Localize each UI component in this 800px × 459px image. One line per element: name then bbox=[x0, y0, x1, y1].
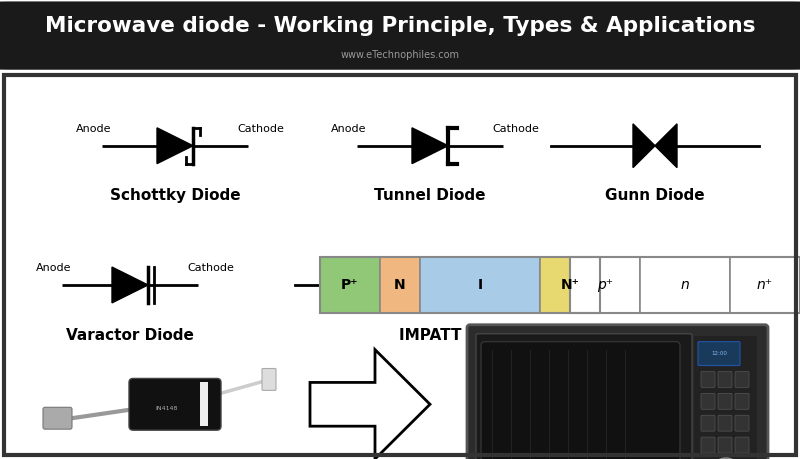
Text: Cathode: Cathode bbox=[493, 124, 539, 134]
FancyBboxPatch shape bbox=[735, 393, 749, 409]
Polygon shape bbox=[633, 124, 655, 168]
Text: IMPATT  Diode: IMPATT Diode bbox=[399, 328, 521, 343]
FancyBboxPatch shape bbox=[735, 371, 749, 387]
Bar bbox=[320, 257, 600, 313]
FancyBboxPatch shape bbox=[718, 437, 732, 453]
FancyBboxPatch shape bbox=[43, 407, 72, 429]
Text: P⁺: P⁺ bbox=[342, 278, 358, 292]
Text: n: n bbox=[681, 278, 690, 292]
Bar bbox=[380, 257, 420, 313]
Bar bbox=[200, 382, 208, 426]
FancyBboxPatch shape bbox=[129, 378, 221, 430]
Bar bbox=[730, 257, 800, 313]
FancyBboxPatch shape bbox=[0, 1, 800, 70]
Text: Varactor Diode: Varactor Diode bbox=[66, 328, 194, 343]
FancyBboxPatch shape bbox=[701, 371, 715, 387]
FancyBboxPatch shape bbox=[262, 369, 276, 390]
FancyBboxPatch shape bbox=[701, 415, 715, 431]
Text: Cathode: Cathode bbox=[238, 124, 285, 134]
Text: Microwave diode - Working Principle, Types & Applications: Microwave diode - Working Principle, Typ… bbox=[45, 16, 755, 36]
Text: I: I bbox=[478, 278, 482, 292]
Bar bbox=[570, 257, 640, 313]
Text: N: N bbox=[394, 278, 406, 292]
FancyBboxPatch shape bbox=[481, 341, 680, 459]
Polygon shape bbox=[112, 267, 148, 303]
Bar bbox=[694, 336, 757, 459]
Text: n⁺: n⁺ bbox=[757, 278, 773, 292]
FancyBboxPatch shape bbox=[701, 437, 715, 453]
Text: Tunnel Diode: Tunnel Diode bbox=[374, 189, 486, 203]
FancyBboxPatch shape bbox=[698, 341, 740, 365]
Text: p⁺: p⁺ bbox=[597, 278, 613, 292]
Text: Anode: Anode bbox=[331, 124, 366, 134]
Bar bbox=[420, 257, 540, 313]
Text: 12:00: 12:00 bbox=[711, 351, 727, 356]
Polygon shape bbox=[655, 124, 677, 168]
Text: www.eTechnophiles.com: www.eTechnophiles.com bbox=[341, 50, 459, 61]
Bar bbox=[640, 257, 730, 313]
FancyBboxPatch shape bbox=[718, 393, 732, 409]
Text: Anode: Anode bbox=[76, 124, 112, 134]
Text: Cathode: Cathode bbox=[187, 263, 234, 273]
Text: N⁺: N⁺ bbox=[561, 278, 579, 292]
Text: TRAPATT  Diode: TRAPATT Diode bbox=[618, 328, 753, 343]
FancyBboxPatch shape bbox=[735, 437, 749, 453]
FancyBboxPatch shape bbox=[718, 415, 732, 431]
Text: IN4148: IN4148 bbox=[156, 406, 178, 411]
FancyBboxPatch shape bbox=[735, 415, 749, 431]
Polygon shape bbox=[412, 128, 448, 164]
Circle shape bbox=[712, 458, 740, 459]
FancyBboxPatch shape bbox=[476, 334, 692, 459]
Polygon shape bbox=[157, 128, 193, 164]
Bar bbox=[320, 257, 380, 313]
FancyBboxPatch shape bbox=[718, 371, 732, 387]
Polygon shape bbox=[310, 350, 430, 459]
FancyBboxPatch shape bbox=[467, 325, 768, 459]
Text: Gunn Diode: Gunn Diode bbox=[605, 189, 705, 203]
Bar bbox=[570, 257, 800, 313]
FancyBboxPatch shape bbox=[701, 393, 715, 409]
Bar bbox=[540, 257, 600, 313]
Text: Anode: Anode bbox=[36, 263, 72, 273]
Text: Schottky Diode: Schottky Diode bbox=[110, 189, 240, 203]
